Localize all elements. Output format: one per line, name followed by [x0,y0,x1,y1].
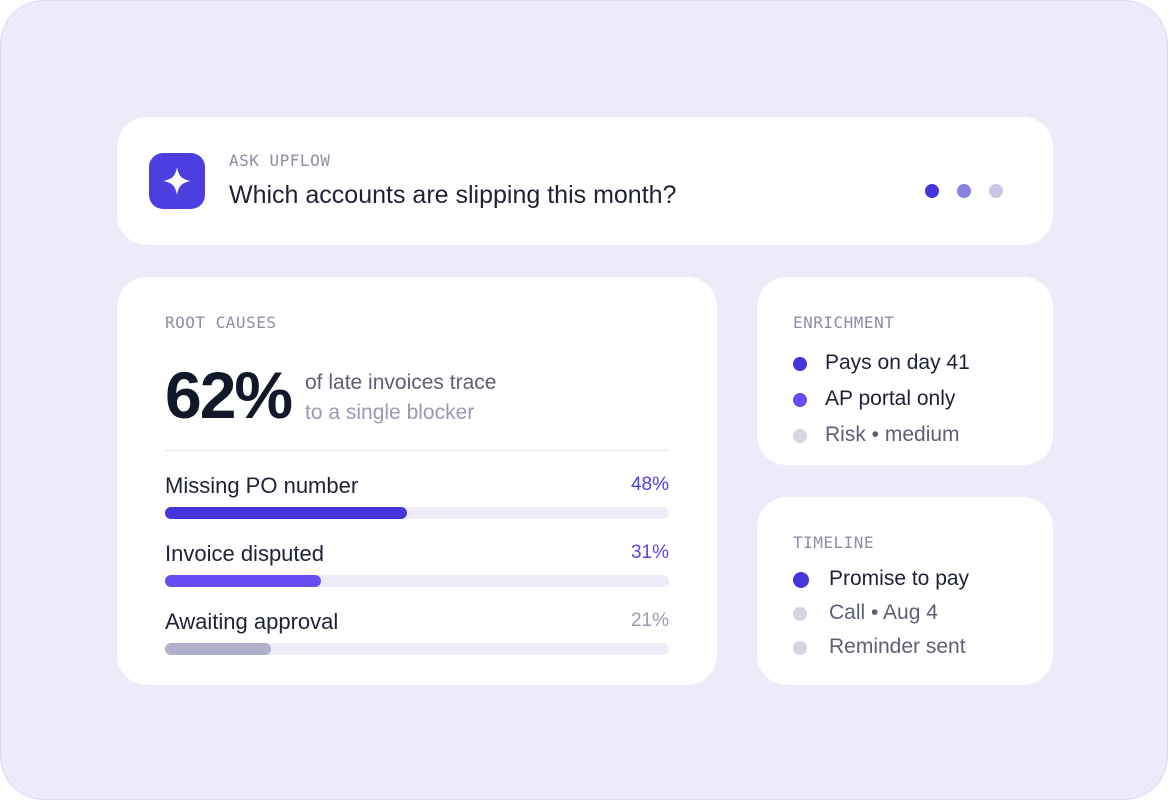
typing-dot [989,184,1003,198]
cause-percentage: 31% [630,542,669,563]
bullet-dot [793,572,809,588]
divider [165,450,669,451]
enrichment-label: ENRICHMENT [793,313,895,332]
progress-fill [165,507,407,519]
cause-percentage: 21% [630,610,669,631]
ask-question[interactable]: Which accounts are slipping this month? [229,181,677,209]
typing-dot [925,184,939,198]
cause-percentage: 48% [630,474,669,495]
timeline-text: Promise to pay [829,567,970,590]
enrichment-text: AP portal only [825,387,956,410]
progress-track [165,643,669,655]
ask-upflow-card[interactable]: ASK UPFLOW Which accounts are slipping t… [117,117,1053,245]
cause-name: Missing PO number [165,473,359,498]
progress-track [165,507,669,519]
bullet-dot [793,607,807,621]
headline-description-line1: of late invoices trace [305,371,497,394]
cause-row-invoice-disputed[interactable]: Invoice disputed 31% [165,541,669,591]
progress-fill [165,575,322,587]
headline-percentage: 62% [165,358,293,432]
ask-label: ASK UPFLOW [229,151,331,170]
bullet-dot [793,357,807,371]
timeline-card: TIMELINE Promise to pay Call • Aug 4 Rem… [757,497,1053,685]
progress-fill [165,643,271,655]
cause-row-missing-po[interactable]: Missing PO number 48% [165,473,669,523]
bullet-dot [793,429,807,443]
progress-track [165,575,669,587]
headline-description-line2: to a single blocker [305,401,475,424]
root-causes-label: ROOT CAUSES [165,313,277,332]
timeline-text: Reminder sent [829,635,966,658]
cause-name: Invoice disputed [165,541,324,566]
sparkle-icon [149,153,205,209]
bullet-dot [793,641,807,655]
bullet-dot [793,393,807,407]
root-causes-card: ROOT CAUSES 62% of late invoices trace t… [117,277,717,685]
enrichment-card: ENRICHMENT Pays on day 41 AP portal only… [757,277,1053,465]
timeline-text: Call • Aug 4 [829,601,938,624]
enrichment-text: Pays on day 41 [825,351,970,374]
cause-row-awaiting-approval[interactable]: Awaiting approval 21% [165,609,669,659]
timeline-label: TIMELINE [793,533,875,552]
cause-name: Awaiting approval [165,609,339,634]
typing-dot [957,184,971,198]
enrichment-text: Risk • medium [825,423,960,446]
